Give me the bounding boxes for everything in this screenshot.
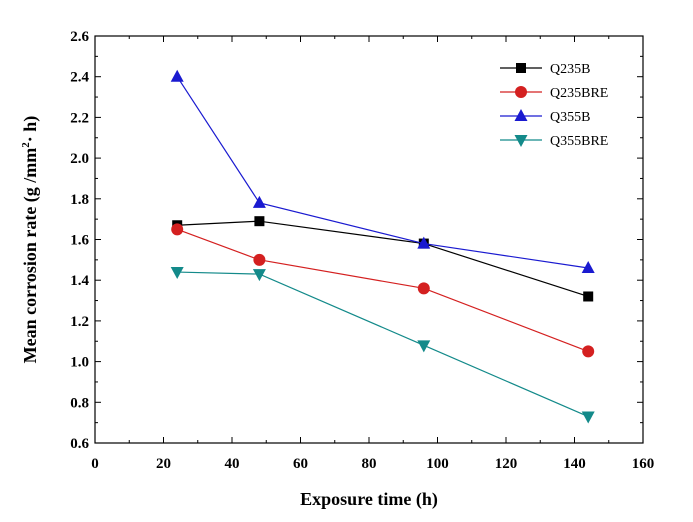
legend-item-q355bre: Q355BRE [500, 134, 608, 149]
data-point-q355bre [581, 411, 595, 424]
legend-item-q235b: Q235B [500, 62, 590, 77]
x-tick-label: 140 [563, 456, 586, 472]
x-tick-label: 160 [632, 456, 655, 472]
data-point-q235bre [253, 253, 266, 266]
data-point-q355bre [252, 269, 266, 282]
series-line-q355bre [177, 271, 589, 418]
y-tick-label: 1.8 [70, 192, 89, 208]
data-point-q235bre [582, 345, 595, 358]
y-axis-title-superscript: 2 [20, 142, 32, 148]
data-point-q355bre [170, 267, 184, 280]
legend-marker [514, 109, 528, 121]
series-q235bre [171, 223, 595, 358]
legend-label: Q235B [550, 62, 590, 77]
x-tick-label: 80 [362, 456, 377, 472]
x-tick-label: 40 [225, 456, 240, 472]
legend-label: Q355BRE [550, 134, 608, 149]
x-axis-title: Exposure time (h) [300, 489, 438, 510]
data-point-q235b [254, 216, 265, 227]
x-tick-label: 0 [91, 456, 99, 472]
series-line-q235b [177, 220, 589, 298]
data-point-q355b [581, 260, 595, 273]
axes: 0 20 40 60 80 100 120 140 160 0.6 0.8 1.0 1.2 1.4 1.6 1… [70, 29, 654, 472]
legend: Q235B Q235BRE Q355B Q355BRE [500, 62, 608, 149]
x-tick-label: 20 [156, 456, 171, 472]
y-tick-label: 2.0 [70, 151, 89, 167]
data-point-q355b [252, 195, 266, 208]
data-point-q235bre [417, 282, 430, 295]
data-point-q355bre [417, 340, 431, 353]
data-point-q355b [170, 69, 184, 82]
legend-marker [514, 135, 528, 147]
legend-marker [516, 63, 526, 73]
y-tick-label: 0.8 [70, 395, 89, 411]
y-tick-label: 2.2 [70, 110, 89, 126]
data-point-q235bre [171, 223, 184, 236]
y-tick-label: 1.6 [70, 233, 89, 249]
legend-marker [515, 86, 527, 98]
y-tick-label: 1.2 [70, 314, 89, 330]
y-tick-label: 2.4 [70, 70, 89, 86]
data-point-q235b [583, 291, 594, 302]
y-axis-title: Mean corrosion rate (g /mm2· h) [20, 116, 41, 364]
series-q355b [170, 69, 595, 273]
y-tick-label: 1.4 [70, 273, 89, 289]
series-q355bre [170, 267, 595, 424]
y-axis-title-tail: · h) [20, 116, 41, 143]
legend-label: Q235BRE [550, 86, 608, 101]
x-tick-label: 100 [426, 456, 449, 472]
y-axis-title-main: Mean corrosion rate (g /mm [20, 148, 41, 364]
series-line-q355b [176, 76, 589, 269]
y-tick-label: 1.0 [70, 355, 89, 371]
legend-label: Q355B [550, 110, 590, 125]
data-point-q355b [417, 236, 431, 249]
y-tick-label: 2.6 [70, 29, 89, 45]
x-tick-label: 120 [495, 456, 518, 472]
y-tick-label: 0.6 [70, 436, 89, 452]
legend-item-q355b: Q355B [500, 109, 590, 125]
series-group [170, 69, 595, 424]
legend-item-q235bre: Q235BRE [500, 86, 608, 101]
x-tick-label: 60 [293, 456, 308, 472]
series-line-q235bre [176, 228, 589, 352]
